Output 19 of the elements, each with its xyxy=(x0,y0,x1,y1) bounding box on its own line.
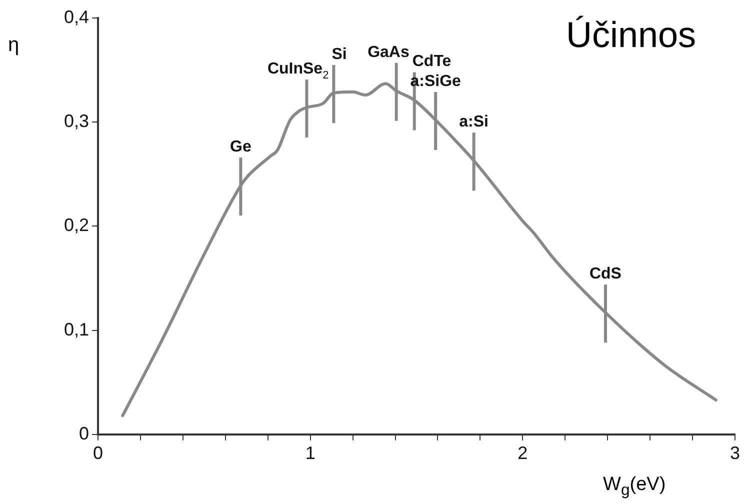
annotation: a:Si xyxy=(459,114,488,131)
annotation: CdS xyxy=(589,266,622,283)
chart-title: Účinnos xyxy=(566,14,696,56)
annotation: CdTe xyxy=(412,53,452,70)
annotation: a:SiGe xyxy=(410,73,462,90)
x-axis-title: W$_{g}$(eV) xyxy=(603,474,666,500)
x-tick-label: 1 xyxy=(305,443,316,464)
y-tick-label: 0,4 xyxy=(64,6,89,27)
y-tick-label: 0,1 xyxy=(64,319,89,340)
annotation: GaAs xyxy=(368,44,410,61)
y-tick-label: 0 xyxy=(78,423,89,444)
x-tick-label: 3 xyxy=(730,443,740,464)
y-axis-title: η xyxy=(8,34,20,57)
x-tick-label: 2 xyxy=(518,443,528,464)
x-tick-label: 0 xyxy=(92,443,104,464)
y-tick-label: 0,3 xyxy=(64,111,89,132)
y-tick-label: 0,2 xyxy=(64,215,89,236)
annotation: Ge xyxy=(230,138,252,156)
annotation: Si xyxy=(332,46,347,63)
